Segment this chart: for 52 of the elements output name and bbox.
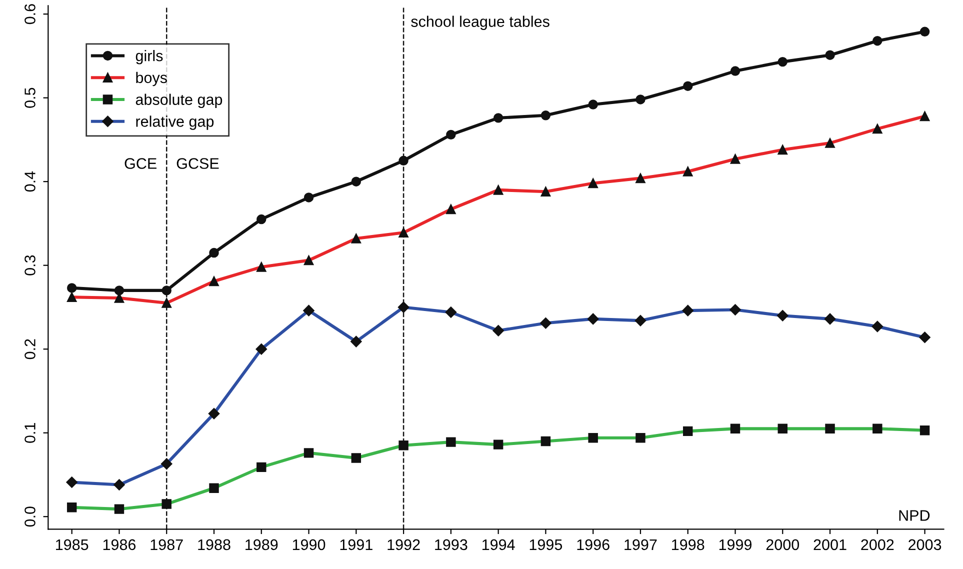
x-tick-label: 1991 xyxy=(340,539,372,550)
x-tick-label: 1997 xyxy=(624,539,657,550)
y-tick-label: 0.1 xyxy=(24,422,36,443)
point xyxy=(920,26,930,37)
y-tick-label: 0.4 xyxy=(24,171,36,192)
point xyxy=(351,176,362,186)
y-tick-label: 0.0 xyxy=(24,506,36,527)
y-tick-label: 0.5 xyxy=(24,88,36,108)
point xyxy=(825,50,835,60)
x-tick-label: 1987 xyxy=(150,539,183,550)
point xyxy=(446,130,456,140)
y-tick-label: 0.2 xyxy=(24,339,36,360)
point xyxy=(588,100,598,110)
x-tick-label: 1992 xyxy=(388,539,420,550)
point xyxy=(66,283,77,293)
x-tick-label: 1995 xyxy=(530,539,562,550)
legend-label: absolute gap xyxy=(136,94,222,108)
x-tick-label: 2000 xyxy=(766,539,800,550)
x-tick-label: 1994 xyxy=(482,539,515,550)
x-tick-label: 1998 xyxy=(672,539,704,550)
annotation: GCE xyxy=(124,158,156,169)
y-tick-label: 0.6 xyxy=(24,4,36,24)
x-tick-label: 1989 xyxy=(246,539,278,550)
point xyxy=(778,56,788,67)
point xyxy=(540,110,551,120)
point xyxy=(636,94,646,104)
point xyxy=(304,192,314,202)
point xyxy=(209,248,219,258)
point xyxy=(114,286,124,296)
annotation: GCSE xyxy=(176,158,219,169)
x-tick-label: 1986 xyxy=(103,539,136,550)
point xyxy=(398,156,408,166)
x-tick-label: 2001 xyxy=(814,539,846,550)
x-tick-label: 2003 xyxy=(908,539,942,550)
point xyxy=(493,113,504,123)
x-tick-label: 1990 xyxy=(292,539,326,550)
x-tick-label: 1993 xyxy=(435,539,468,550)
x-tick-label: 1996 xyxy=(577,539,610,550)
x-tick-label: 1999 xyxy=(719,539,752,550)
point xyxy=(682,81,693,91)
legend-label: boys xyxy=(136,72,167,86)
x-tick-label: 1988 xyxy=(198,539,230,550)
annotation: NPD xyxy=(899,510,930,521)
legend-label: girls xyxy=(136,50,163,64)
x-tick-label: 1985 xyxy=(56,539,88,550)
point xyxy=(872,36,882,46)
point xyxy=(730,66,740,76)
legend-label: relative gap xyxy=(136,116,214,130)
ref-line-label: school league tables xyxy=(411,16,550,30)
point xyxy=(256,214,266,224)
x-tick-label: 2002 xyxy=(861,539,894,550)
y-tick-label: 0.3 xyxy=(24,255,36,276)
